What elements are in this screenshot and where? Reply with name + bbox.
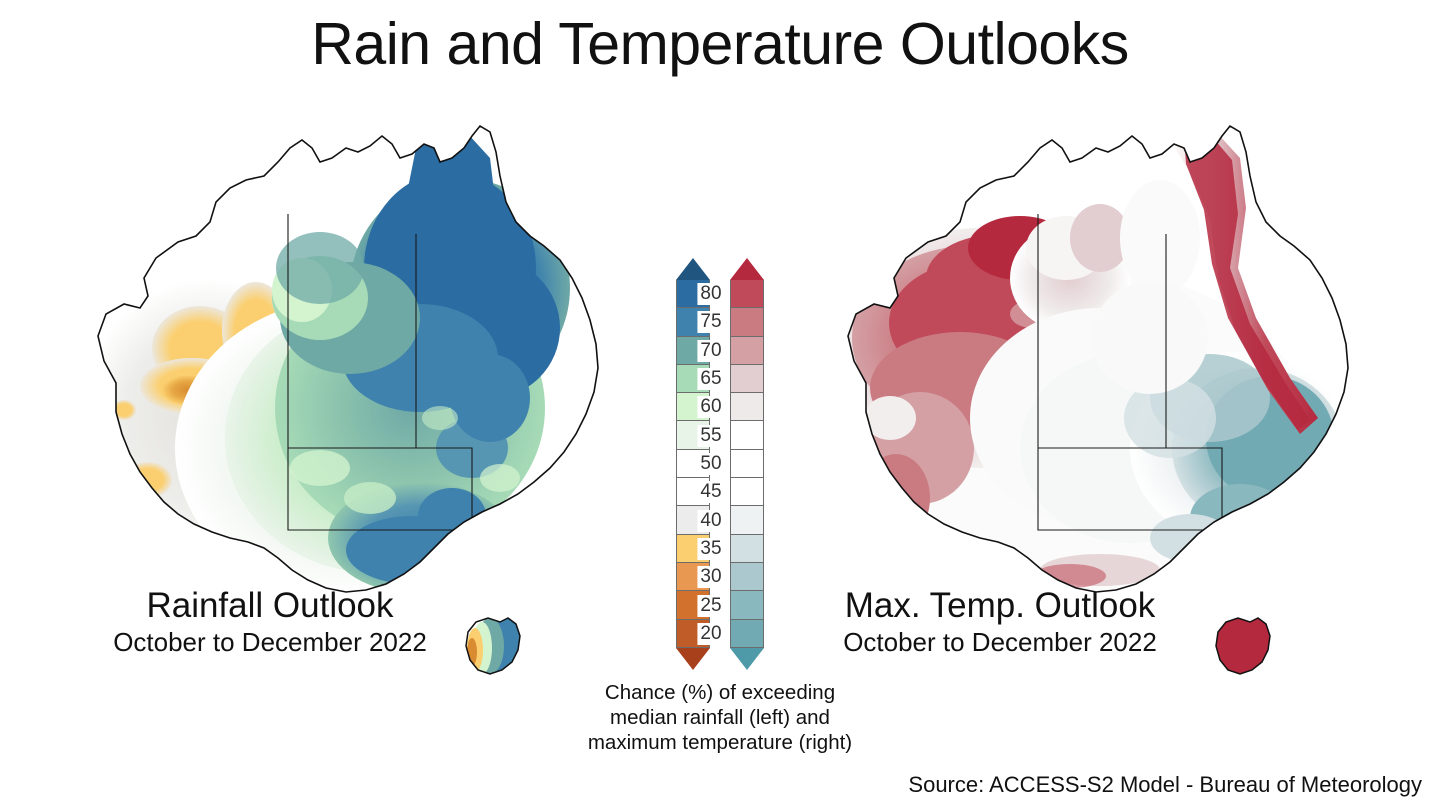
legend-caption-line3: maximum temperature (right) [587, 731, 853, 754]
colorbar-band [730, 562, 764, 592]
coastline [847, 124, 1349, 593]
colorbar-tick: 70 [697, 339, 725, 362]
colorbar-tick: 55 [697, 424, 725, 447]
colorbar-band [730, 619, 764, 648]
colorbar-band [730, 280, 764, 309]
colorbar-band [730, 591, 764, 620]
tasmania [1215, 617, 1271, 675]
colorbar-band [730, 534, 764, 563]
rainfall-map-panel [20, 118, 680, 698]
maxtemp-caption: Max. Temp. Outlook October to December 2… [790, 586, 1210, 658]
colorbar-top-arrow [730, 258, 764, 280]
colorbar-bottom-arrow [676, 647, 710, 670]
colorbar-tick: 65 [697, 368, 725, 391]
colorbar-tick: 20 [697, 622, 725, 645]
maxtemp-map-svg [847, 124, 1349, 675]
rainfall-title: Rainfall Outlook [146, 586, 394, 625]
maxtemp-period: October to December 2022 [843, 627, 1157, 658]
rainfall-caption: Rainfall Outlook October to December 202… [60, 586, 480, 658]
source-attribution: Source: ACCESS-S2 Model - Bureau of Mete… [908, 772, 1422, 797]
state-borders [1037, 214, 1223, 588]
legend-caption: Chance (%) of exceeding median rainfall … [535, 680, 905, 755]
rainfall-period: October to December 2022 [113, 627, 427, 658]
colorbar-tick: 45 [697, 481, 725, 504]
colorbar-tick: 60 [697, 396, 725, 419]
colorbar-tick: 75 [697, 311, 725, 334]
maxtemp-title: Max. Temp. Outlook [844, 586, 1156, 625]
colorbar-band [730, 506, 764, 535]
colorbar-band [730, 336, 764, 365]
colorbar-top-arrow [676, 258, 710, 280]
rainfall-map-svg [97, 124, 599, 675]
colorbar-band [730, 449, 764, 479]
coastline [97, 124, 599, 593]
colorbar-band [730, 393, 764, 422]
colorbar-band [730, 478, 764, 507]
legend-caption-line1: Chance (%) of exceeding [604, 681, 836, 704]
tasmania [465, 617, 521, 675]
maxtemp-map-panel [770, 118, 1430, 698]
maxtemp-colorbar [730, 258, 764, 670]
colorbar-tick: 25 [697, 594, 725, 617]
colorbar-legend: 80 75 70 65 60 55 50 45 40 35 30 25 20 [575, 258, 865, 670]
colorbar-tick: 40 [697, 509, 725, 532]
colorbar-band [730, 308, 764, 337]
colorbar-band [730, 364, 764, 394]
colorbar-bottom-arrow [730, 647, 764, 670]
legend-caption-line2: median rainfall (left) and [610, 706, 830, 729]
colorbar-tick: 50 [697, 453, 725, 475]
colorbar-tick: 30 [697, 566, 725, 589]
page-title: Rain and Temperature Outlooks [311, 11, 1129, 77]
colorbar-band [730, 421, 764, 450]
colorbar-bars: 80 75 70 65 60 55 50 45 40 35 30 25 20 [575, 258, 865, 670]
colorbar-tick: 80 [697, 283, 725, 306]
colorbar-tick: 35 [697, 537, 725, 560]
